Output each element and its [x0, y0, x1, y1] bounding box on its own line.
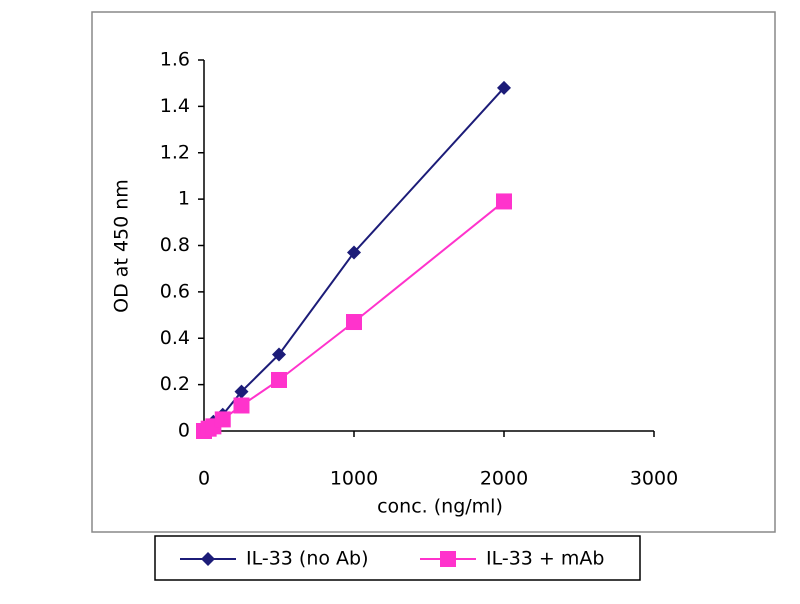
y-tick-label: 0.2: [160, 373, 190, 395]
x-tick-label: 1000: [330, 468, 378, 490]
legend-label: IL-33 + mAb: [486, 548, 604, 570]
y-tick-label: 1: [178, 188, 190, 210]
data-point: [234, 384, 249, 399]
data-point: [496, 193, 512, 210]
y-tick-label: 0.4: [160, 327, 190, 349]
legend-label: IL-33 (no Ab): [246, 548, 369, 570]
y-tick-label: 1.6: [160, 49, 190, 71]
data-point: [271, 371, 287, 388]
x-tick-label: 0: [198, 468, 210, 490]
data-point: [214, 411, 231, 428]
y-tick-label: 1.4: [160, 95, 190, 117]
x-axis-label: conc. (ng/ml): [377, 496, 503, 518]
x-tick-label: 2000: [480, 468, 528, 490]
y-tick-label: 0: [178, 420, 190, 442]
legend-marker: [201, 552, 215, 566]
y-axis-label: OD at 450 nm: [111, 179, 133, 313]
x-tick-label: 3000: [630, 468, 678, 490]
data-point: [346, 314, 362, 331]
data-point: [497, 80, 511, 95]
data-point: [347, 245, 361, 260]
y-tick-label: 1.2: [160, 141, 190, 163]
data-point: [233, 397, 250, 414]
legend-marker: [440, 551, 456, 567]
chart-frame: [91, 11, 776, 533]
data-point: [272, 347, 286, 362]
y-tick-label: 0.8: [160, 234, 190, 256]
y-tick-label: 0.6: [160, 280, 190, 302]
